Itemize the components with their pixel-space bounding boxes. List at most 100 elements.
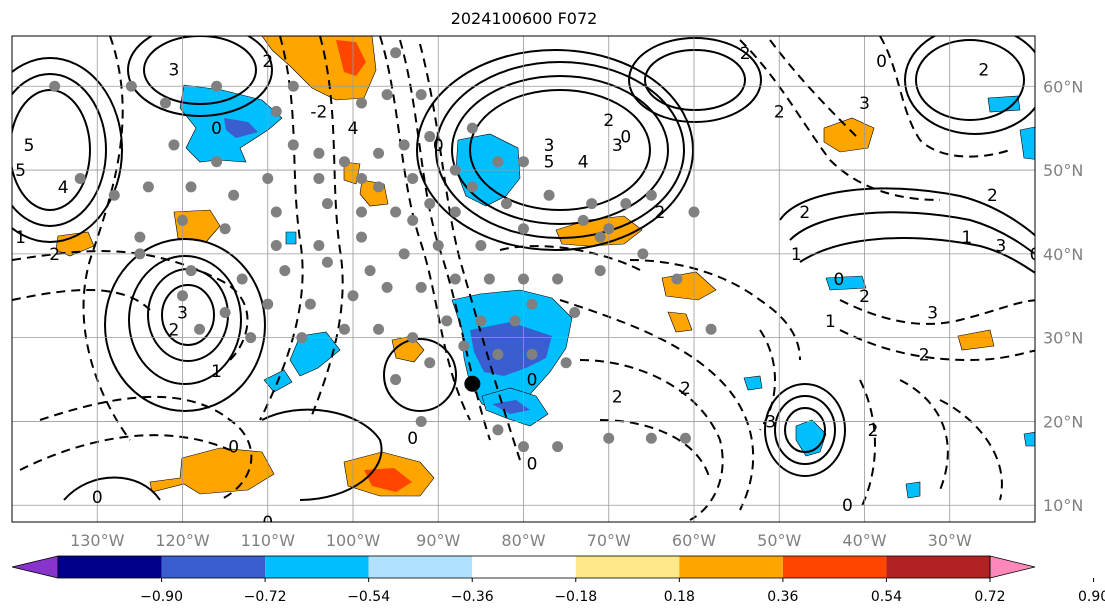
observation-marker [398,139,410,151]
observation-marker [125,80,137,92]
colorbar-segment [265,556,369,578]
observation-marker [373,147,385,159]
lon-tick-label: 60°W [672,531,716,550]
observation-marker [637,248,649,260]
contour-value-label: 3 [995,236,1006,256]
contour-value-label: 2 [919,345,930,365]
lon-tick-label: 50°W [757,531,801,550]
contour-value-label: 0 [620,128,631,148]
colorbar-frame [57,555,991,579]
contour-line [739,39,941,201]
observation-marker [185,181,197,193]
lon-tick-label: 130°W [70,531,125,550]
contour-line [799,237,1035,274]
observation-marker [466,122,478,134]
colorbar-segment [368,556,473,578]
contour-ring [904,36,1035,135]
observation-marker [262,172,274,184]
observation-marker [270,239,282,251]
contour-ring [435,61,685,239]
observation-marker [373,181,385,193]
contour-line [779,187,1035,237]
observation-marker [236,273,248,285]
blue-anomaly-edge-small [1023,431,1035,447]
lon-tick-label: 80°W [501,531,545,550]
contour-line [82,36,131,441]
contour-line [259,36,304,421]
observation-marker [577,214,589,226]
observation-marker [313,239,325,251]
observation-marker [552,273,564,285]
contour-value-label: 2 [987,186,998,206]
lat-tick-label: 20°N [1043,412,1083,431]
observation-marker [458,340,470,352]
contour-line [419,43,521,461]
observation-marker [245,332,257,344]
contour-value-label: 4 [578,153,589,173]
contour-value-label: 1 [825,312,836,332]
contour-value-label: 0 [1030,245,1041,265]
contour-ring [143,36,257,105]
contour-line [19,434,231,471]
observation-marker [594,231,606,243]
contour-line [63,476,161,501]
contour-ring [161,284,215,346]
observation-marker [475,239,487,251]
observation-marker [526,348,538,360]
observation-marker [108,189,120,201]
contour-value-label: 1 [211,362,222,382]
observation-marker [449,273,461,285]
observation-marker [688,206,700,218]
observation-marker [407,332,419,344]
contour-value-label: 0 [433,136,444,156]
colorbar-tick-label: −0.90 [140,589,183,605]
contour-ring [915,39,1025,121]
observation-marker [679,432,691,444]
contour-ring [128,255,242,385]
lon-tick-label: 40°W [842,531,886,550]
contour-value-label: 0 [262,513,273,533]
contour-value-label: 3 [765,412,776,432]
colorbar-tick-label: −0.18 [554,589,597,605]
contour-line [859,379,876,511]
observation-marker [518,441,529,453]
contour-line [579,359,724,521]
observation-marker [390,206,402,218]
contour-ring [469,89,651,211]
contour-line [759,329,776,431]
observation-marker [211,80,223,92]
lon-tick-label: 120°W [155,531,210,550]
observation-marker [492,348,504,360]
orange-anomaly-pacific [173,209,221,243]
colorbar-tick-label: −0.72 [244,589,287,605]
contour-line [379,36,471,421]
observation-marker [356,231,368,243]
contour-value-label: 2 [654,203,665,223]
orange-anomaly-atlantic [661,271,717,301]
observation-marker [432,239,444,251]
observation-marker [356,172,368,184]
contour-value-label: 2 [859,287,870,307]
storm-center-marker [464,375,481,392]
contour-line [769,39,861,141]
observation-marker [219,307,231,319]
observation-marker [424,357,436,369]
observation-marker [313,147,325,159]
contour-ring [774,395,836,465]
observation-marker [338,323,350,335]
contour-value-label: 0 [527,454,538,474]
contour-value-label: 3 [612,136,623,156]
contour-value-label: 4 [348,119,359,139]
colorbar-tick-label: 0.54 [871,589,902,605]
contour-line [599,419,711,481]
lon-tick-label: 100°W [326,531,381,550]
contour-line [789,211,1035,256]
contour-value-label: 2 [978,61,989,81]
observation-marker [509,315,521,327]
observation-marker [492,156,504,168]
lat-tick-label: 60°N [1043,77,1083,96]
blue-anomaly-small-1 [743,375,763,391]
lon-tick-label: 110°W [241,531,296,550]
